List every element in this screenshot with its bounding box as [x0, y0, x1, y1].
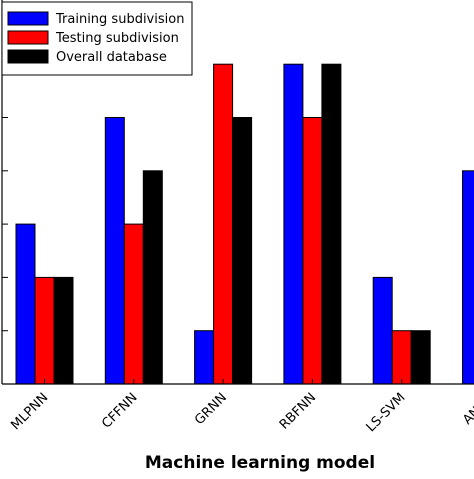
- bar-mlpnn-overall-database: [54, 277, 73, 384]
- x-tick-label-grnn: GRNN: [192, 390, 230, 428]
- bar-ls-svm-testing-subdivision: [392, 331, 411, 384]
- bars-layer: [16, 64, 474, 384]
- legend-label-training-subdivision: Training subdivision: [55, 12, 184, 27]
- legend-label-testing-subdivision: Testing subdivision: [55, 31, 179, 46]
- bar-mlpnn-training-subdivision: [16, 224, 35, 384]
- legend-label-overall-database: Overall database: [56, 50, 167, 65]
- bar-rbfnn-training-subdivision: [284, 64, 303, 384]
- bar-grnn-overall-database: [233, 118, 252, 385]
- labels-layer: MLPNN CFFNN GRNN RBFNN LS-SVM ANFIS: [8, 390, 474, 435]
- bar-cffnn-testing-subdivision: [124, 224, 143, 384]
- legend: Training subdivision Testing subdivision O…: [2, 2, 192, 75]
- x-axis-title: Machine learning model: [145, 453, 375, 473]
- x-tick-label-ls-svm: LS-SVM: [364, 390, 409, 435]
- bar-grnn-training-subdivision: [195, 331, 214, 384]
- bar-cffnn-training-subdivision: [105, 118, 124, 385]
- bar-cffnn-overall-database: [143, 171, 162, 384]
- bar-grnn-testing-subdivision: [214, 64, 233, 384]
- x-tick-label-cffnn: CFFNN: [99, 390, 140, 431]
- x-tick-label-rbfnn: RBFNN: [277, 390, 319, 432]
- legend-swatch-testing-subdivision: [8, 31, 48, 44]
- bar-rbfnn-testing-subdivision: [303, 118, 322, 385]
- bar-ls-svm-training-subdivision: [373, 277, 392, 384]
- x-tick-label-anfis: ANFIS: [460, 390, 474, 428]
- legend-swatch-training-subdivision: [8, 12, 48, 25]
- x-tick-label-mlpnn: MLPNN: [8, 390, 51, 433]
- bar-rbfnn-overall-database: [322, 64, 341, 384]
- bar-mlpnn-testing-subdivision: [35, 277, 54, 384]
- bar-anfis-training-subdivision: [463, 171, 474, 384]
- bar-ls-svm-overall-database: [411, 331, 430, 384]
- legend-swatch-overall-database: [8, 50, 48, 63]
